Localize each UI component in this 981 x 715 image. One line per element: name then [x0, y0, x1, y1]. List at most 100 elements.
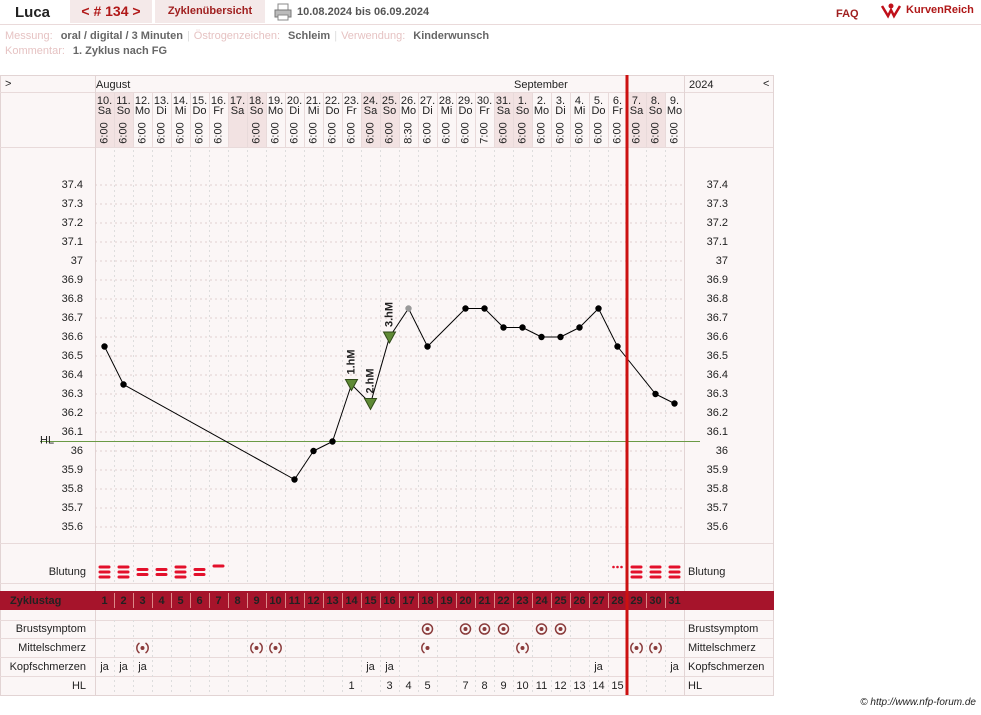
icon-arc: [630, 642, 635, 654]
date-label: 7.: [632, 95, 641, 107]
logo[interactable]: KurvenReich: [906, 4, 974, 16]
row-label: Mittelschmerz: [18, 642, 86, 654]
temp-point: [120, 381, 127, 388]
bleeding-bar: [155, 573, 168, 576]
icon-dot: [520, 646, 525, 650]
temp-point: [652, 390, 659, 398]
curve-segment: [427, 308, 466, 347]
print-icon[interactable]: [274, 3, 292, 21]
icon-dot: [482, 627, 487, 631]
weekday-label: Fr: [612, 105, 623, 117]
cycle-day: 26: [573, 595, 585, 607]
curve-segment: [332, 384, 352, 442]
bleeding-mark: [174, 565, 187, 579]
nav-right[interactable]: <: [763, 78, 769, 90]
row-label-right: Mittelschmerz: [688, 642, 756, 654]
icon-arc: [421, 642, 426, 654]
breast-symptom: [459, 623, 472, 635]
bleeding-bar: [649, 575, 662, 579]
icon-dot: [653, 646, 658, 650]
weekend-shade: [95, 93, 114, 147]
y-tick-label-right: 36.7: [707, 312, 728, 324]
symptom-text: ja: [99, 661, 109, 673]
time-label: 6:00: [516, 122, 528, 143]
date-label: 24.: [363, 95, 378, 107]
weekday-label: Sa: [364, 105, 378, 117]
cycle-day: 30: [649, 595, 661, 607]
hl-day: 5: [424, 680, 430, 692]
icon-dot: [425, 646, 430, 650]
bleeding-bar: [668, 570, 681, 574]
hl-label: HL: [40, 434, 54, 446]
row-label: Kopfschmerzen: [10, 661, 86, 673]
y-tick-label: 36.9: [62, 274, 83, 286]
cycle-day-band: [0, 591, 774, 610]
weekday-label: Sa: [630, 105, 644, 117]
date-label: 30.: [477, 95, 492, 107]
breast-symptom: [554, 623, 567, 635]
hl-day: 14: [592, 680, 604, 692]
time-label: 6:00: [193, 122, 205, 143]
date-label: 9.: [670, 95, 679, 107]
cycle-day: 21: [478, 595, 490, 607]
hl-day: 8: [481, 680, 487, 692]
curve-segment: [104, 346, 124, 385]
weekday-label: So: [516, 105, 529, 117]
temp-point: [291, 476, 298, 483]
bleeding-bar: [136, 573, 149, 576]
time-label: 6:00: [364, 122, 376, 143]
user-name: Luca: [15, 4, 51, 21]
month-label: August: [96, 79, 130, 91]
time-label: 6:00: [250, 122, 262, 143]
temp-marker-high: [344, 379, 359, 392]
breast-symptom: [535, 623, 548, 635]
y-tick-label: 35.6: [62, 521, 83, 533]
y-tick-label: 37.1: [62, 236, 83, 248]
bleeding-mark: [612, 565, 623, 569]
cycle-day: 20: [459, 595, 471, 607]
bleeding-bar: [649, 565, 662, 569]
icon-arc: [638, 642, 643, 654]
time-label: 6:00: [535, 122, 547, 143]
row-label-right: HL: [688, 680, 702, 692]
hl-day: 9: [500, 680, 506, 692]
faq-link[interactable]: FAQ: [836, 8, 859, 20]
date-label: 5.: [594, 95, 603, 107]
hl-day: 7: [462, 680, 468, 692]
bleeding-bar: [136, 568, 149, 571]
temp-marker-high: [382, 331, 397, 345]
hl-day: 13: [573, 680, 585, 692]
date-label: 26.: [401, 95, 416, 107]
cycle-day: 24: [535, 595, 548, 607]
date-label: 12.: [135, 95, 150, 107]
hl-day: 12: [554, 680, 566, 692]
bleeding-bar: [98, 575, 111, 579]
curve-segment: [294, 450, 314, 480]
date-label: 25.: [382, 95, 397, 107]
temp-point: [595, 305, 602, 312]
overview-link[interactable]: Zyklenübersicht: [155, 0, 265, 23]
cycle-day: 4: [158, 595, 165, 607]
cycle-day: 9: [253, 595, 259, 607]
y-tick-label-right: 35.8: [707, 483, 728, 495]
icon-ring: [478, 623, 491, 635]
cycle-day: 23: [516, 595, 528, 607]
bleeding-mark: [98, 565, 111, 579]
time-label: 6:00: [611, 122, 623, 143]
mittelschmerz: [250, 642, 263, 654]
y-tick-label-right: 36.9: [707, 274, 728, 286]
mittelschmerz: [136, 642, 149, 654]
date-label: 28.: [439, 95, 454, 107]
cycle-day: 22: [497, 595, 509, 607]
temp-point: [462, 305, 469, 312]
cycle-day: 18: [421, 595, 433, 607]
nav-left[interactable]: >: [5, 78, 11, 90]
date-label: 15.: [192, 95, 207, 107]
cycle-nav[interactable]: < # 134 >: [70, 0, 152, 23]
weekday-label: Sa: [497, 105, 511, 117]
hl-day: 15: [611, 680, 623, 692]
bleeding-mark: [136, 568, 149, 576]
weekday-label: Di: [555, 105, 565, 117]
mittelschmerz: [516, 642, 529, 654]
breast-symptom: [497, 623, 510, 635]
